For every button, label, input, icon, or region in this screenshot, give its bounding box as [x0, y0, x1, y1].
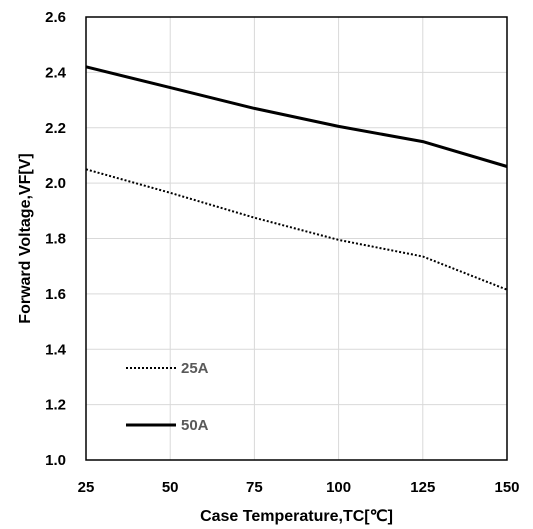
x-tick-label: 50 [162, 479, 179, 496]
y-tick-label: 1.4 [45, 341, 67, 358]
x-tick-label: 25 [78, 479, 95, 496]
series-layer [85, 65, 508, 291]
x-tick-label: 100 [326, 479, 351, 496]
y-tick-label: 1.2 [45, 397, 66, 414]
y-tick-labels: 1.0 1.2 1.4 1.6 1.8 2.0 2.2 2.4 2.6 [45, 9, 67, 469]
y-axis-title: Forward Voltage,VF[V] [17, 153, 34, 323]
x-tick-label: 125 [410, 479, 435, 496]
y-tick-label: 2.2 [45, 120, 66, 137]
x-tick-label: 150 [494, 479, 519, 496]
y-tick-label: 1.6 [45, 286, 66, 303]
y-tick-label: 1.8 [45, 231, 66, 248]
legend-label-25a: 25A [181, 360, 209, 377]
series-line-25a [85, 168, 508, 291]
legend-label-50a: 50A [181, 417, 209, 434]
x-axis-title: Case Temperature,TC[℃] [200, 508, 393, 525]
y-tick-label: 1.0 [45, 452, 66, 469]
series-line-50a [85, 65, 508, 168]
x-tick-labels: 25 50 75 100 125 150 [78, 479, 520, 496]
y-tick-label: 2.4 [45, 64, 67, 81]
x-tick-label: 75 [246, 479, 263, 496]
legend: 25A 50A [126, 360, 209, 434]
y-tick-label: 2.0 [45, 175, 66, 192]
y-tick-label: 2.6 [45, 9, 66, 26]
plot-area-border [85, 16, 508, 461]
